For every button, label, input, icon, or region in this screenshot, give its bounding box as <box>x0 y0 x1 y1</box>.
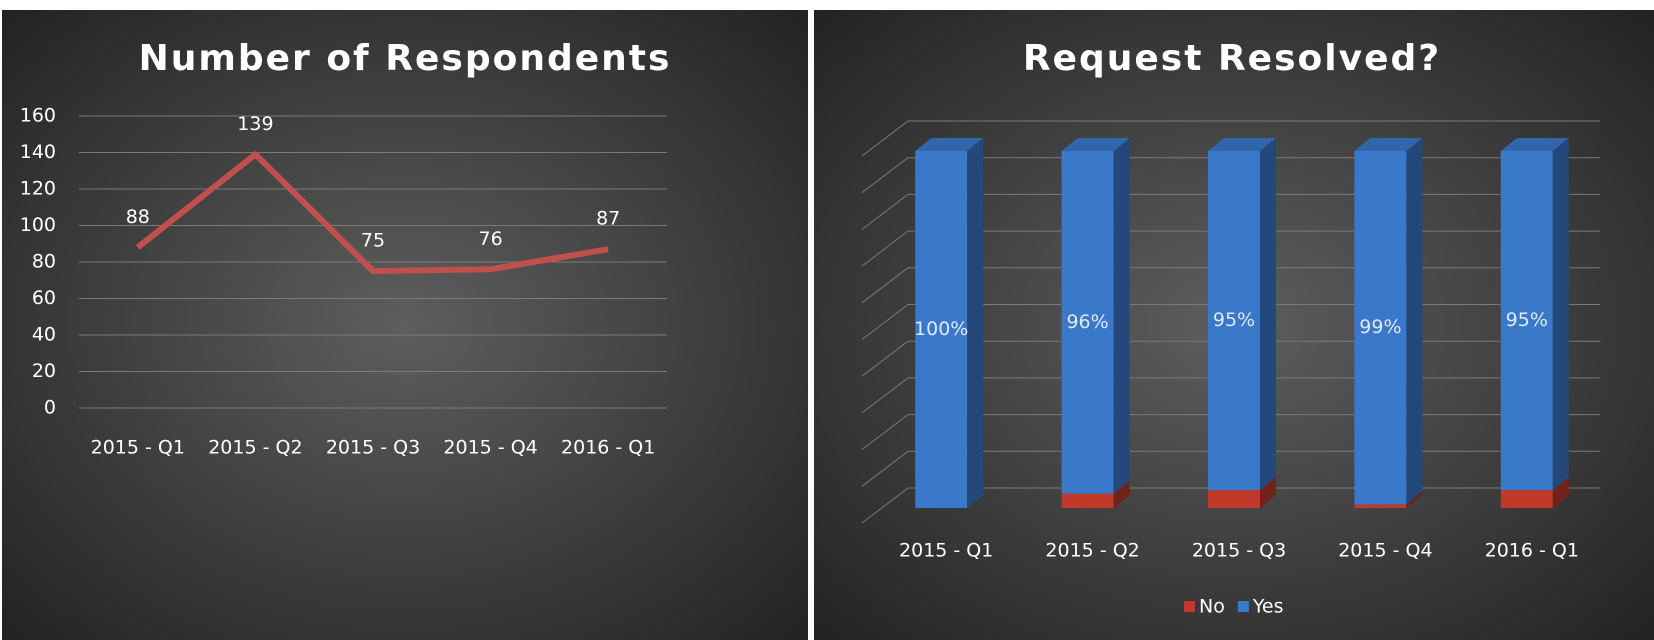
x-tick-label: 2015 - Q1 <box>899 540 993 562</box>
grid-line <box>861 194 909 230</box>
chart-title: Request Resolved? <box>1023 38 1441 79</box>
y-tick-label: 0 <box>44 397 56 419</box>
bar-side <box>967 138 984 508</box>
x-tick-label: 2015 - Q2 <box>208 437 302 459</box>
grid-line <box>861 304 909 340</box>
grid-line <box>861 267 909 304</box>
x-tick-label: 2015 - Q2 <box>1045 540 1139 562</box>
bar-top <box>1354 138 1423 151</box>
bar-top <box>915 138 984 151</box>
grid-line <box>861 157 909 194</box>
y-tick-label: 20 <box>32 360 56 382</box>
legend-swatch <box>1237 601 1249 612</box>
legend-swatch <box>1184 601 1195 612</box>
x-tick-label: 2015 - Q4 <box>1338 540 1432 562</box>
bar-side <box>1406 138 1423 505</box>
data-label: 96% <box>1066 311 1108 333</box>
x-tick-label: 2015 - Q1 <box>91 437 185 459</box>
grid-line <box>861 450 909 487</box>
data-label: 95% <box>1213 309 1255 331</box>
bar-side <box>1552 477 1569 508</box>
bar-segment <box>1500 490 1553 508</box>
bar-segment <box>1208 490 1260 508</box>
grid-line <box>861 487 909 524</box>
grid-line <box>861 230 909 267</box>
grid-line <box>861 340 909 377</box>
data-label: 87 <box>596 208 620 230</box>
x-tick-label: 2015 - Q3 <box>326 437 420 459</box>
bar-top <box>1061 138 1130 151</box>
y-tick-label: 60 <box>32 287 56 309</box>
bar-segment <box>1208 151 1260 491</box>
bar-segment <box>1354 504 1407 508</box>
y-tick-label: 140 <box>20 141 56 163</box>
grid-line <box>861 120 909 157</box>
data-label: 99% <box>1359 316 1401 338</box>
x-tick-label: 2016 - Q1 <box>1485 540 1579 562</box>
bar-segment <box>1354 151 1407 505</box>
bar-side <box>1260 138 1276 491</box>
bar-segment <box>1061 151 1114 494</box>
bar-side <box>1406 491 1423 508</box>
data-label: 75 <box>361 230 385 252</box>
data-label: 88 <box>126 206 150 228</box>
bar-segment <box>915 151 968 508</box>
grid-line <box>861 377 909 414</box>
data-label: 95% <box>1506 309 1548 331</box>
data-label: 100% <box>914 318 968 340</box>
bar-side <box>1113 138 1130 494</box>
bar-segment <box>1500 151 1553 491</box>
y-tick-label: 120 <box>20 178 56 200</box>
left-panel <box>2 10 808 640</box>
x-tick-label: 2015 - Q4 <box>443 437 537 459</box>
legend-label: Yes <box>1252 596 1284 618</box>
bar-top <box>1208 138 1276 151</box>
bar-side <box>1113 480 1130 508</box>
bar-side <box>1260 477 1276 508</box>
bar-top <box>1500 138 1569 151</box>
bar-segment <box>1061 493 1114 508</box>
bar-side <box>1552 138 1569 491</box>
y-tick-label: 100 <box>20 214 56 236</box>
y-tick-label: 80 <box>32 251 56 273</box>
legend-label: No <box>1199 596 1225 618</box>
data-label: 76 <box>479 228 503 250</box>
y-tick-label: 160 <box>20 105 56 127</box>
grid-line <box>861 414 909 450</box>
data-label: 139 <box>237 113 273 135</box>
x-tick-label: 2015 - Q3 <box>1192 540 1286 562</box>
chart-title: Number of Respondents <box>139 38 672 79</box>
y-tick-label: 40 <box>32 324 56 346</box>
line <box>135 151 609 275</box>
x-tick-label: 2016 - Q1 <box>561 437 655 459</box>
